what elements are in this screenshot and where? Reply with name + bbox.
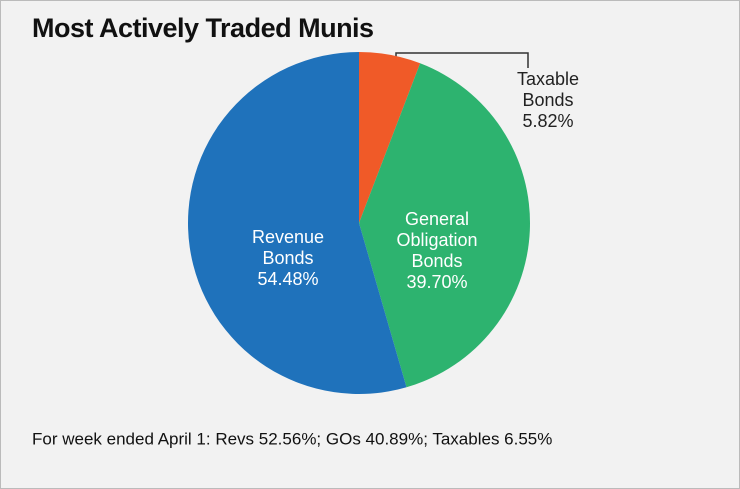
label-line: Bonds bbox=[522, 90, 573, 110]
label-line: General bbox=[405, 209, 469, 229]
pie-slice bbox=[359, 52, 421, 223]
footnote: For week ended April 1: Revs 52.56%; GOs… bbox=[32, 429, 552, 448]
label-line: Bonds bbox=[411, 251, 462, 271]
pie-slice bbox=[188, 52, 407, 394]
label-line: Obligation bbox=[396, 230, 477, 250]
chart-title: Most Actively Traded Munis bbox=[32, 13, 374, 43]
value-label: 39.70% bbox=[406, 272, 467, 292]
slice-label: Revenue Bonds bbox=[252, 227, 324, 268]
slice-label: Taxable Bonds bbox=[517, 69, 579, 110]
pie-slice bbox=[359, 63, 530, 388]
label-line: Taxable bbox=[517, 69, 579, 89]
label-line: Revenue bbox=[252, 227, 324, 247]
value-label: 5.82% bbox=[522, 111, 573, 131]
label-line: Bonds bbox=[262, 248, 313, 268]
slice-label: General Obligation Bonds bbox=[396, 209, 477, 271]
value-label: 54.48% bbox=[257, 269, 318, 289]
